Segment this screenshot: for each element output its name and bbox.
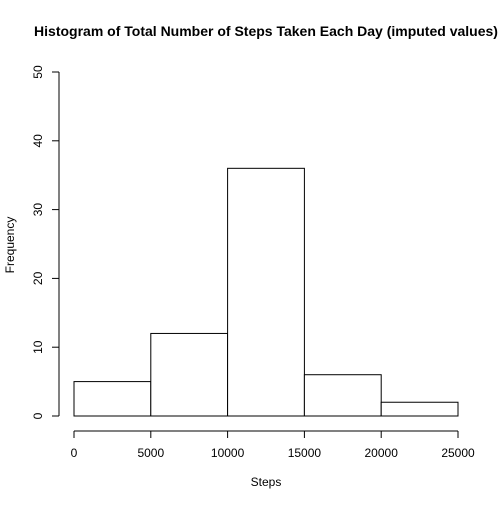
x-tick-label-1: 5000 [137, 446, 164, 460]
y-axis-label: Frequency [3, 217, 17, 274]
bars-group [73, 167, 459, 417]
histogram-bar-4 [380, 401, 459, 417]
x-axis-label: Steps [251, 475, 282, 489]
chart-title: Histogram of Total Number of Steps Taken… [34, 23, 498, 39]
y-tick-label-2: 20 [31, 271, 45, 285]
histogram-bar-0 [73, 381, 152, 417]
x-tick-label-0: 0 [71, 446, 78, 460]
y-tick-label-1: 10 [31, 340, 45, 354]
y-tick-label-3: 30 [31, 203, 45, 217]
histogram-bar-3 [303, 374, 382, 417]
y-tick-label-4: 40 [31, 134, 45, 148]
y-tick-label-5: 50 [31, 65, 45, 79]
x-tick-label-5: 25000 [441, 446, 475, 460]
x-tick-label-2: 10000 [211, 446, 245, 460]
x-tick-label-3: 15000 [288, 446, 322, 460]
y-tick-label-0: 0 [31, 412, 45, 419]
histogram-bar-2 [227, 167, 305, 417]
x-axis: 0 5000 10000 15000 20000 25000 [71, 430, 475, 460]
x-tick-label-4: 20000 [365, 446, 399, 460]
histogram-bar-1 [150, 332, 229, 417]
y-axis: 0 10 20 30 40 50 [31, 65, 60, 419]
